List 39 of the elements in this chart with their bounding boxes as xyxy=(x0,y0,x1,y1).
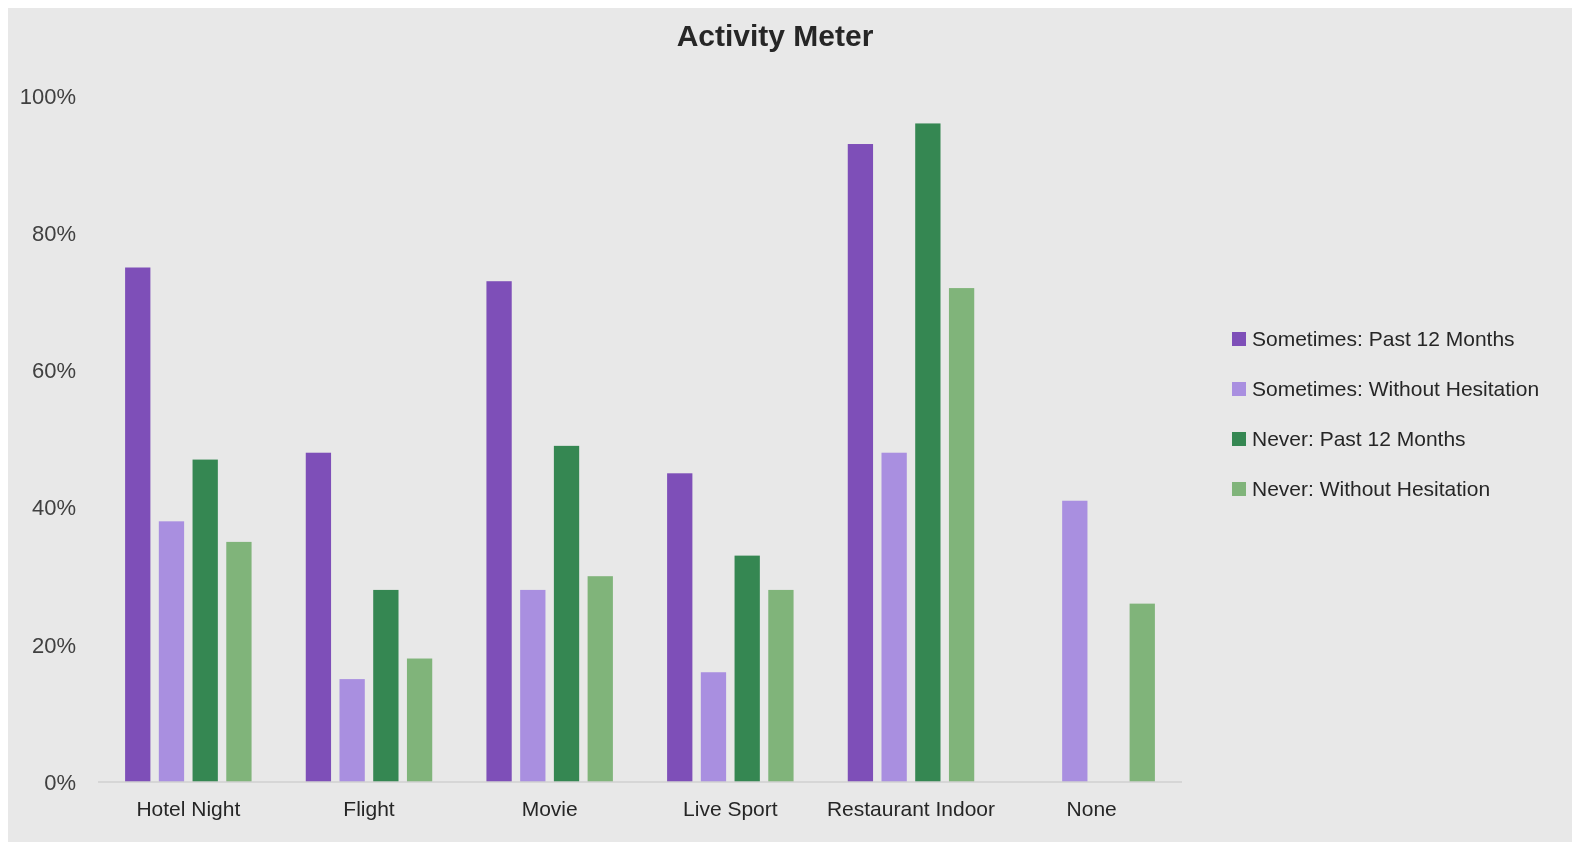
bar xyxy=(406,658,433,782)
legend-label: Never: Past 12 Months xyxy=(1252,427,1466,451)
bar xyxy=(305,452,332,782)
legend-label: Never: Without Hesitation xyxy=(1252,477,1491,501)
bar xyxy=(158,521,185,782)
legend-label: Sometimes: Without Hesitation xyxy=(1252,377,1540,401)
bar xyxy=(520,589,546,782)
bar xyxy=(734,555,760,782)
y-tick-label: 20% xyxy=(31,632,76,658)
bar xyxy=(1129,603,1155,782)
legend-label: Sometimes: Past 12 Months xyxy=(1252,327,1515,351)
x-tick-label: Movie xyxy=(521,797,578,820)
bar xyxy=(226,541,252,782)
x-tick-label: Restaurant Indoor xyxy=(826,797,996,820)
x-tick-label: Live Sport xyxy=(683,797,778,820)
y-tick-label: 0% xyxy=(44,769,76,795)
x-tick-label: Hotel Night xyxy=(136,797,241,820)
bar xyxy=(192,459,218,782)
y-tick-label: 60% xyxy=(31,358,76,384)
bar xyxy=(1062,500,1088,782)
bar xyxy=(553,445,580,782)
x-tick-label: None xyxy=(1066,797,1117,820)
bar xyxy=(768,589,794,782)
bar xyxy=(373,589,399,782)
bar xyxy=(339,679,365,782)
bar xyxy=(125,267,151,782)
y-tick-label: 40% xyxy=(31,495,76,521)
bar xyxy=(881,452,907,782)
bar xyxy=(700,672,727,782)
bar xyxy=(847,144,874,782)
bar xyxy=(587,576,613,782)
chart-title: Activity Meter xyxy=(676,19,874,52)
bar xyxy=(667,473,693,782)
bar xyxy=(915,123,941,782)
x-tick-label: Flight xyxy=(343,797,395,820)
y-tick-label: 80% xyxy=(31,220,76,246)
y-tick-label: 100% xyxy=(19,83,76,109)
bar xyxy=(486,281,512,782)
bar xyxy=(948,288,975,782)
